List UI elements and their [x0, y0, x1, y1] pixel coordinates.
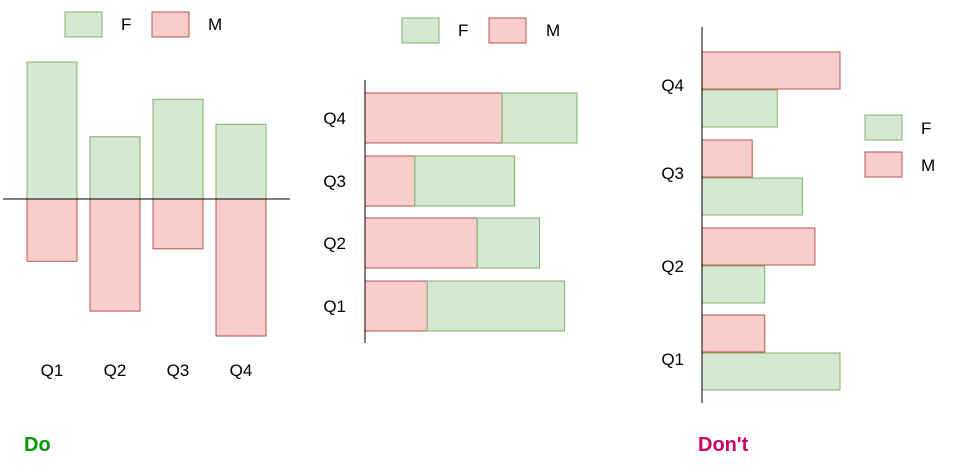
bar-f-q3	[152, 98, 204, 200]
y-tick-label: Q3	[661, 164, 684, 183]
bar-m-q4	[701, 51, 841, 90]
y-tick-label: Q1	[661, 350, 684, 369]
do-stacked-bar-chart: Q1 Q2 Q3 Q4 F M	[323, 17, 578, 343]
bar-m-q1	[364, 280, 428, 332]
legend-label-f: F	[121, 15, 131, 34]
bar-f-q4	[501, 92, 578, 144]
bar-f-q1	[26, 61, 78, 200]
do-diverging-bar-chart: Q1 Q2 Q3 Q4 F M	[3, 11, 290, 380]
do-caption: Do	[24, 434, 51, 456]
bar-m-q4	[364, 92, 503, 144]
y-tick-label: Q4	[661, 76, 684, 95]
bar-m-q2	[701, 227, 816, 266]
y-tick-label: Q3	[323, 172, 346, 191]
dont-caption: Don't	[698, 434, 749, 456]
legend-swatch-f	[401, 17, 440, 44]
legend-swatch-m	[488, 17, 527, 44]
bar-m-q3	[152, 198, 204, 250]
x-tick-label: Q2	[104, 361, 127, 380]
legend-swatch-f	[64, 11, 103, 38]
y-tick-label: Q2	[661, 257, 684, 276]
x-tick-label: Q3	[167, 361, 190, 380]
legend-label-f: F	[458, 21, 468, 40]
legend-swatch-m	[864, 151, 903, 178]
x-tick-label: Q4	[230, 361, 253, 380]
bar-f-q2	[89, 136, 141, 200]
legend-label-m: M	[546, 21, 560, 40]
y-tick-label: Q2	[323, 234, 346, 253]
bar-f-q3	[414, 155, 516, 207]
bar-m-q3	[701, 139, 753, 178]
bar-m-q1	[701, 314, 766, 353]
bar-f-q4	[701, 89, 778, 128]
bar-m-q3	[364, 155, 416, 207]
bar-f-q1	[701, 352, 841, 391]
bar-m-q2	[364, 217, 478, 269]
bar-m-q1	[26, 198, 78, 262]
bar-m-q4	[215, 198, 267, 337]
bar-f-q1	[426, 280, 566, 332]
legend-label-f: F	[921, 119, 931, 138]
legend-label-m: M	[921, 156, 935, 175]
dont-grouped-bar-chart: Q1 Q2 Q3 Q4 FM	[661, 27, 935, 403]
bar-f-q4	[215, 123, 267, 200]
bar-f-q2	[476, 217, 541, 269]
y-tick-label: Q1	[323, 297, 346, 316]
y-tick-label: Q4	[323, 109, 346, 128]
x-tick-label: Q1	[41, 361, 64, 380]
legend-swatch-m	[151, 11, 190, 38]
legend-swatch-f	[864, 114, 903, 141]
bar-f-q3	[701, 177, 803, 216]
bar-f-q2	[701, 265, 766, 304]
legend-label-m: M	[208, 15, 222, 34]
bar-m-q2	[89, 198, 141, 312]
